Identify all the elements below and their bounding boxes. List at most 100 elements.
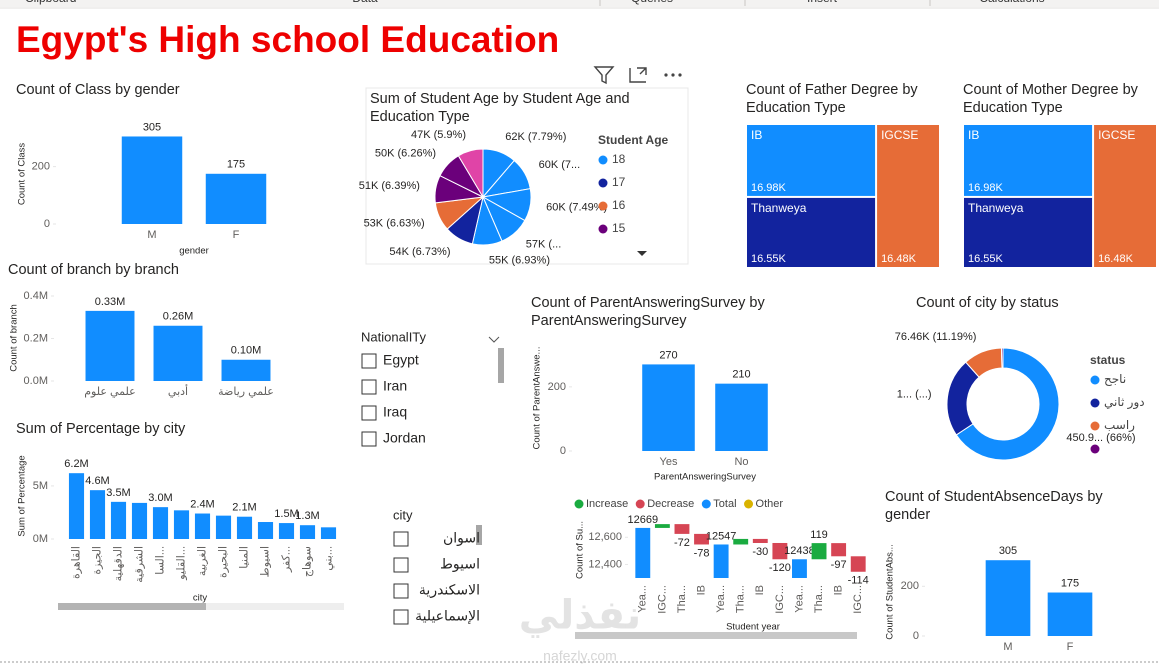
- x-tick-label: علمي علوم: [84, 386, 136, 398]
- data-label: 60K (7.49%): [546, 202, 607, 214]
- bar: [110, 501, 127, 539]
- bar: [85, 310, 135, 381]
- y-tick-label: 0.4M: [24, 290, 48, 302]
- x-axis-title: ParentAnsweringSurvey: [654, 472, 756, 483]
- x-tick-label: الدقهلية: [112, 546, 124, 581]
- legend-label: 15: [612, 221, 626, 235]
- x-tick-label: F: [233, 229, 240, 241]
- data-label: 57K (...: [526, 238, 561, 250]
- data-label: -114: [848, 575, 869, 587]
- bar: [772, 542, 788, 560]
- data-label: 1... (...): [897, 389, 932, 401]
- bar: [320, 527, 337, 539]
- legend-marker: [701, 499, 711, 509]
- bar: [654, 524, 670, 528]
- y-tick-label: 12,600: [588, 531, 622, 543]
- data-label: 62K (7.79%): [505, 131, 566, 143]
- data-label: 119: [810, 529, 828, 541]
- bar: [152, 507, 169, 539]
- visual-title: Count of Class by gender: [16, 82, 180, 98]
- bar: [792, 559, 807, 578]
- y-tick-label: 0.0M: [24, 375, 48, 387]
- bar: [278, 523, 295, 539]
- y-tick-label: 0: [44, 218, 50, 230]
- x-tick-label: IB: [833, 585, 845, 595]
- checkbox[interactable]: [393, 531, 409, 547]
- data-label: 12669: [627, 514, 658, 526]
- filter-icon[interactable]: [593, 66, 615, 85]
- data-label: 4.6M: [85, 475, 109, 487]
- x-tick-label: الشرقية: [133, 546, 145, 583]
- x-tick-label: Yea...: [715, 585, 727, 613]
- scrollbar[interactable]: [58, 603, 206, 610]
- visual-border: [365, 87, 689, 265]
- ribbon-label: Clipboard: [25, 0, 76, 5]
- focus-icon[interactable]: [629, 67, 647, 83]
- slicer-item[interactable]: الإسماعيلية: [415, 608, 480, 625]
- y-axis-title: Count of Class: [17, 143, 28, 206]
- bar: [89, 490, 106, 539]
- legend-label: 17: [612, 175, 626, 189]
- tile-label: IGCSE: [881, 128, 918, 142]
- legend-marker: [598, 155, 608, 165]
- scrollbar[interactable]: [575, 632, 857, 639]
- slicer-chevron[interactable]: [488, 336, 500, 343]
- scrollbar[interactable]: [498, 348, 504, 383]
- visual-toolbar[interactable]: [593, 66, 647, 85]
- checkbox[interactable]: [361, 405, 377, 421]
- slicer-item[interactable]: اسوان: [443, 530, 480, 547]
- x-tick-label: البحيرة: [217, 546, 229, 578]
- x-tick-label: IGC...: [852, 585, 864, 614]
- checkbox[interactable]: [393, 583, 409, 599]
- legend-scroll[interactable]: [637, 251, 647, 256]
- slicer-item[interactable]: Egypt: [383, 352, 419, 368]
- checkbox[interactable]: [393, 609, 409, 625]
- bar: [831, 543, 847, 557]
- data-label: 51K (6.39%): [359, 180, 420, 192]
- watermark: نفذلي: [519, 594, 641, 639]
- slicer-item[interactable]: Iraq: [383, 404, 407, 420]
- slicer-item[interactable]: الاسكندرية: [419, 582, 480, 599]
- checkbox[interactable]: [361, 353, 377, 369]
- bar: [642, 364, 695, 451]
- data-label: -120: [769, 562, 791, 574]
- ribbon-label: Calculations: [979, 0, 1044, 5]
- checkbox[interactable]: [361, 379, 377, 395]
- data-label: 0.33M: [95, 296, 126, 308]
- tile: [964, 197, 1093, 267]
- legend-marker: [1090, 421, 1100, 431]
- legend-label: Total: [713, 498, 736, 510]
- more-icon[interactable]: [664, 73, 682, 77]
- data-label: 16.55K: [751, 253, 787, 265]
- y-tick-label: 200: [32, 161, 50, 173]
- legend-marker: [635, 499, 645, 509]
- tile-label: Thanweya: [751, 201, 807, 215]
- bar: [694, 533, 709, 545]
- visual-title: Count of branch by branch: [8, 262, 179, 278]
- checkbox[interactable]: [361, 431, 377, 447]
- slicer-item[interactable]: Jordan: [383, 430, 426, 446]
- slicer-item[interactable]: اسيوط: [440, 556, 480, 573]
- x-tick-label: Tha...: [676, 585, 688, 613]
- data-label: 50K (6.26%): [375, 147, 436, 159]
- bar: [68, 473, 85, 539]
- bar: [153, 325, 203, 381]
- x-tick-label: No: [734, 456, 748, 468]
- tile-label: IGCSE: [1098, 128, 1135, 142]
- y-tick-label: 0.2M: [24, 332, 48, 344]
- x-tick-label: اسيوط: [259, 546, 271, 577]
- checkbox[interactable]: [393, 557, 409, 573]
- data-label: 2.1M: [232, 502, 256, 514]
- x-tick-label: IGC...: [656, 585, 668, 614]
- data-label: 3.5M: [106, 487, 130, 499]
- scrollbar[interactable]: [476, 525, 482, 545]
- slicer-item[interactable]: Iran: [383, 378, 407, 394]
- x-tick-label: M: [1003, 641, 1012, 653]
- bar: [194, 513, 211, 539]
- y-axis-title: Count of StudentAbs...: [885, 544, 896, 640]
- x-axis-title: Student year: [726, 622, 780, 633]
- visual-title: Count of Father Degree by Education Type: [746, 82, 918, 116]
- bar: [733, 538, 749, 545]
- bar: [131, 502, 148, 539]
- x-tick-label: Yea...: [793, 585, 805, 613]
